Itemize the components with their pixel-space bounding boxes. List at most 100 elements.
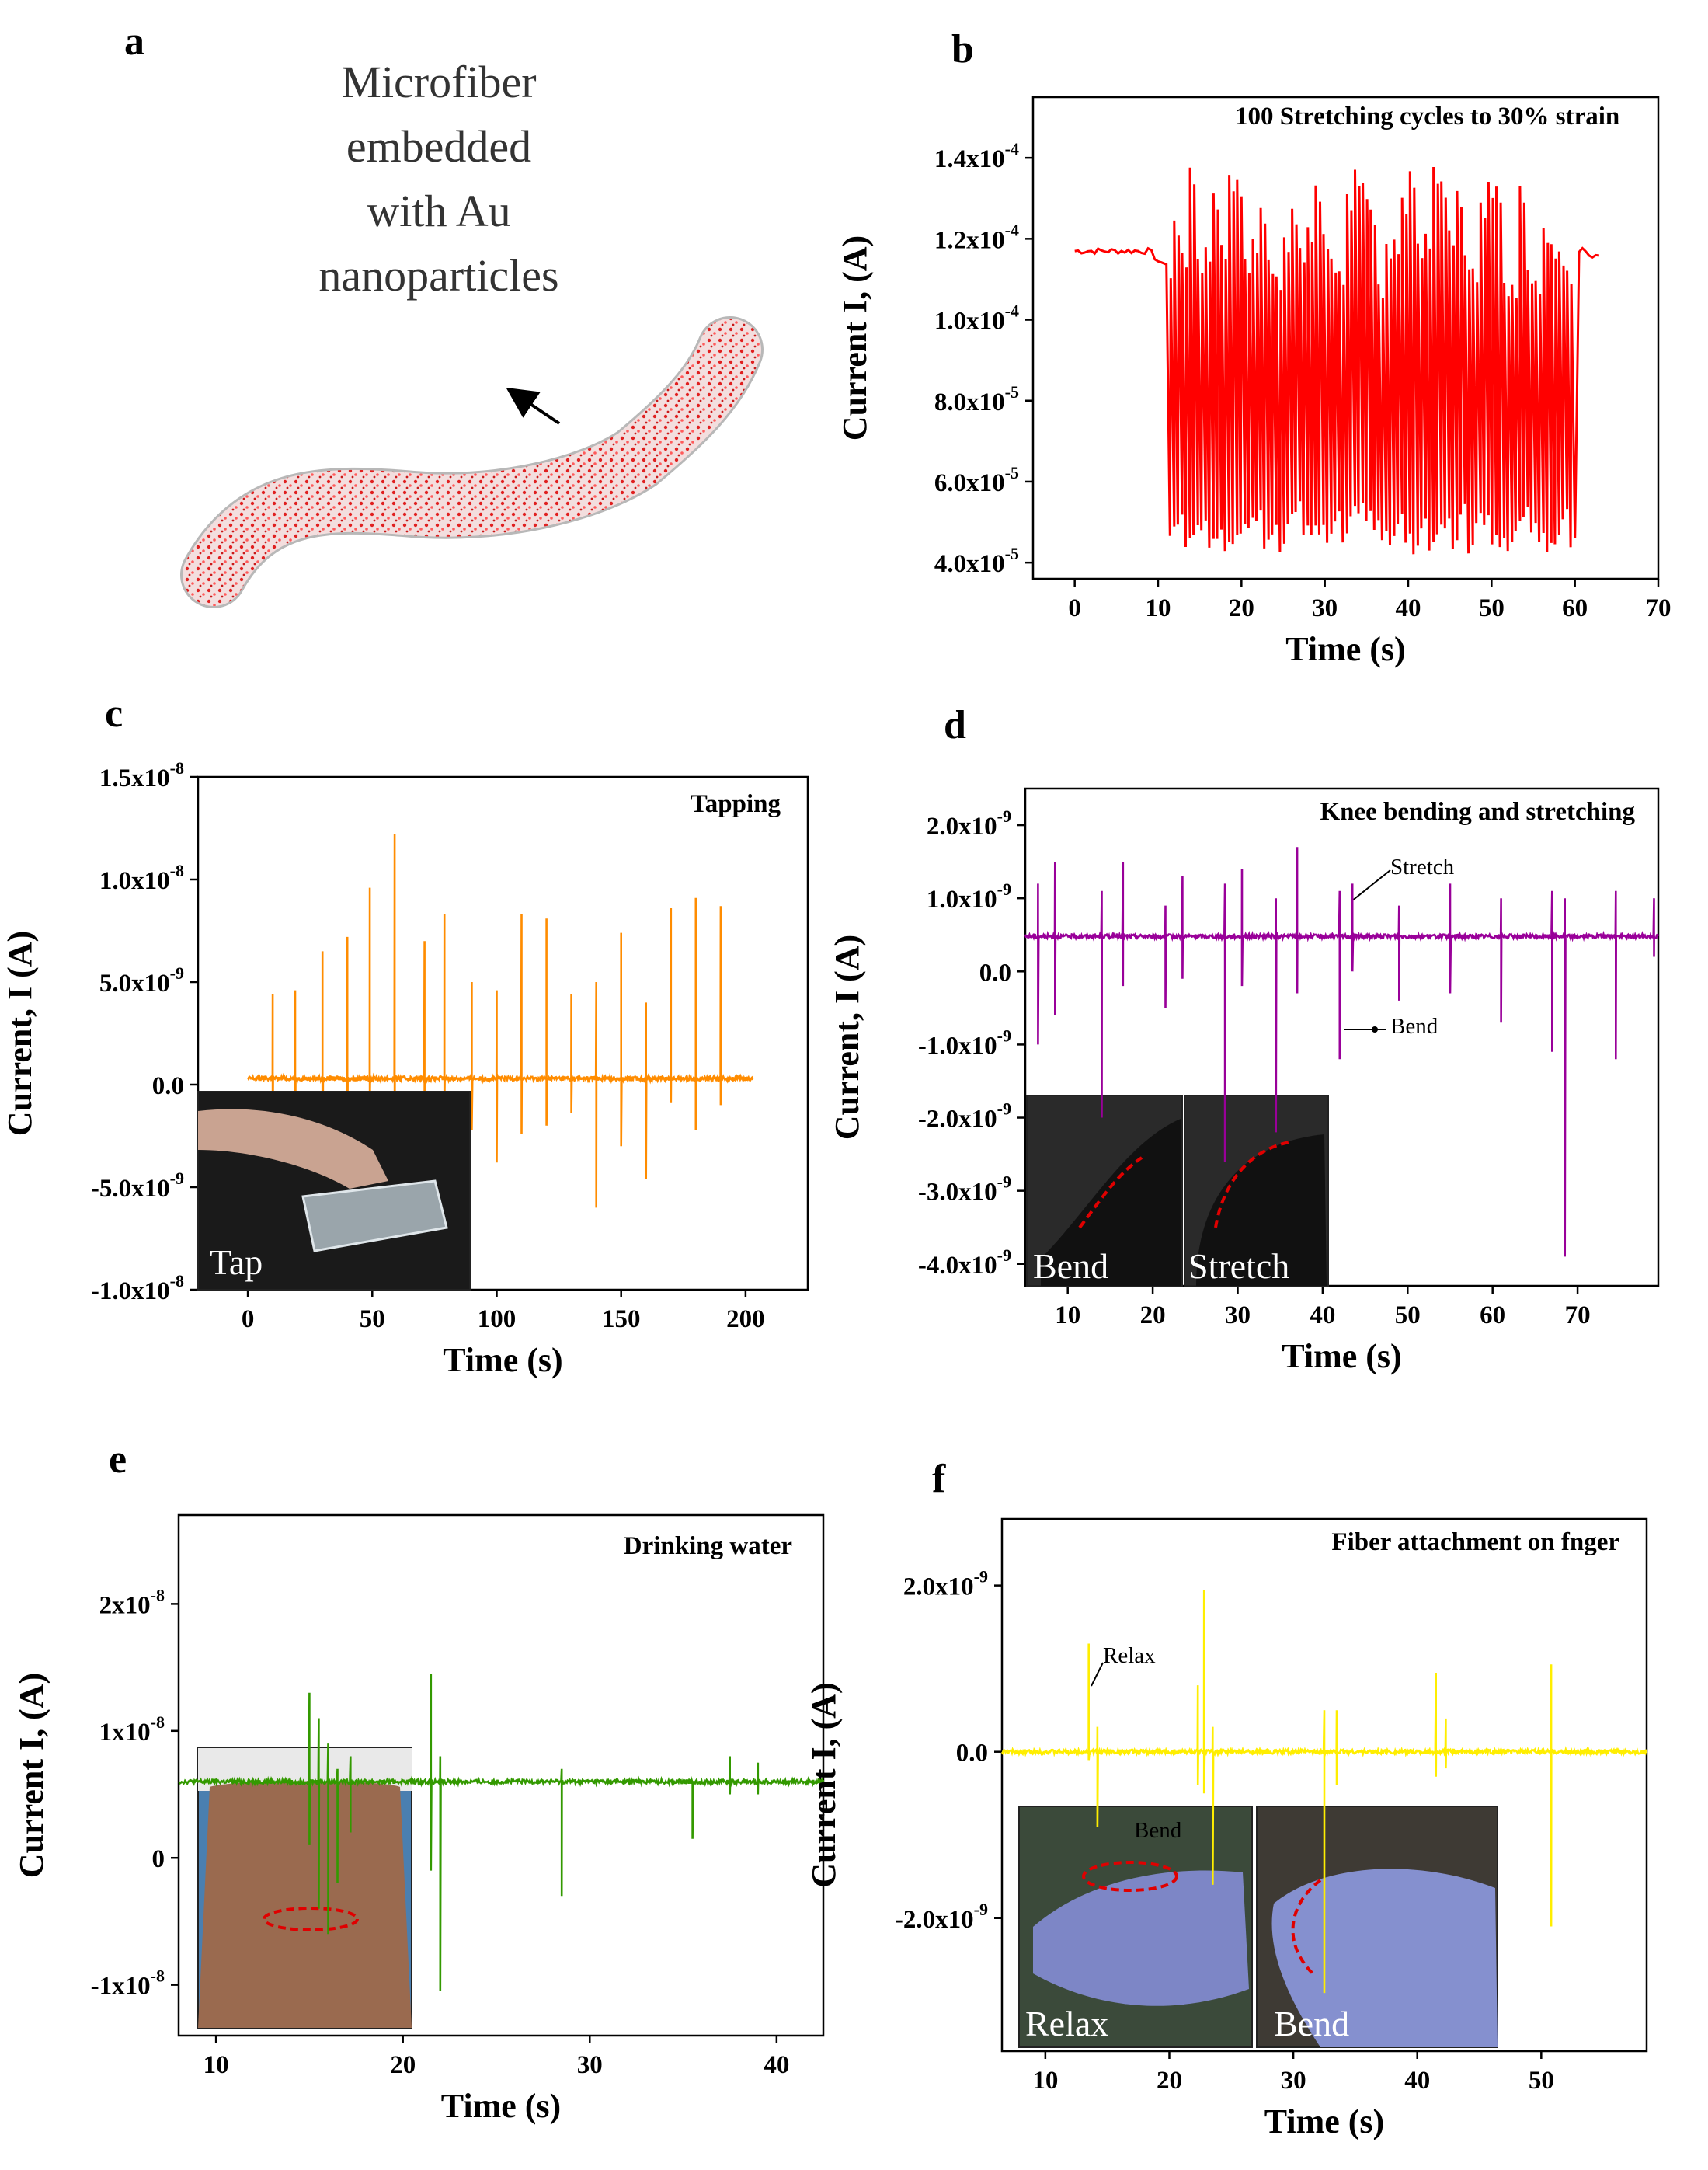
y-tick-mantissa: 8.0x10: [934, 388, 1005, 416]
y-tick-label-b: 1.2x10-4: [934, 220, 1019, 254]
y-tick-mantissa: 5.0x10: [99, 970, 170, 998]
y-tick-exponent: -9: [170, 963, 184, 983]
x-tick-label-b: 10: [1146, 594, 1171, 622]
annotation-bend-f: Bend: [1134, 1818, 1182, 1843]
inset-photo-tap: Tap: [197, 1091, 471, 1291]
y-tick-mantissa: 0.0: [956, 1740, 988, 1768]
plot-frame-c: [197, 775, 809, 1291]
x-tick-label-d: 10: [1055, 1301, 1080, 1329]
y-axis-label-f: Current I, (A): [805, 1682, 843, 1887]
x-tick-label-f: 30: [1281, 2067, 1306, 2095]
y-tick-exponent: -8: [151, 1712, 165, 1732]
panel-c-chart: 0 50 100 150 200-1.0x10-8-5.0x10-90.05.0x10-…: [1, 758, 809, 1379]
x-tick-label-c: 50: [360, 1305, 385, 1333]
x-tick-label-f: 10: [1032, 2067, 1058, 2095]
caption-line-3: with Au: [367, 186, 510, 236]
chart-title-b: 100 Stretching cycles to 30% strain: [1235, 103, 1619, 131]
y-tick-exponent: -5: [1005, 544, 1019, 563]
y-axis-label-d: Current, I (A): [828, 935, 866, 1140]
panel-label-b: b: [951, 27, 974, 71]
y-tick-mantissa: 2x10: [99, 1591, 151, 1619]
y-tick-label-c: 1.5x10-8: [99, 758, 184, 792]
x-tick-label-d: 70: [1565, 1301, 1591, 1329]
y-tick-mantissa: -1.0x10: [918, 1032, 997, 1060]
y-tick-exponent: -9: [997, 1172, 1011, 1192]
y-tick-label-c: 1.0x10-8: [99, 861, 184, 895]
panel-b-chart: 0 10 20 30 40 50 60 704.0x10-56.0x10-58.0x10-51…: [836, 96, 1671, 668]
y-tick-label-b: 4.0x10-5: [934, 544, 1019, 578]
y-tick-label-d: -2.0x10-9: [918, 1099, 1011, 1134]
caption-line-2: embedded: [346, 121, 531, 172]
panel-a: Microfiber embedded with Au nanoparticle…: [180, 57, 764, 608]
series-line-c: [246, 834, 754, 1235]
x-tick-label-c: 100: [478, 1305, 517, 1333]
microfiber-nanoparticles: [183, 319, 761, 606]
y-tick-exponent: -4: [1005, 301, 1019, 321]
chart-title-c: Tapping: [691, 790, 781, 818]
y-axis-label-b: Current I, (A): [836, 235, 874, 441]
x-axis-label-d: Time (s): [1282, 1337, 1401, 1375]
plot-frame-f: [1000, 1517, 1648, 2053]
plot-frame-b: [1031, 96, 1660, 580]
y-axis-label-e: Current I, (A): [12, 1673, 50, 1878]
x-tick-label-b: 0: [1068, 594, 1081, 622]
x-axis-label-c: Time (s): [443, 1341, 562, 1379]
y-tick-label-d: 1.0x10-9: [927, 879, 1011, 914]
y-tick-mantissa: -2.0x10: [918, 1106, 997, 1134]
neck-shape: [198, 1781, 412, 2028]
y-tick-label-d: -3.0x10-9: [918, 1172, 1011, 1207]
y-tick-exponent: -4: [1005, 139, 1019, 158]
y-tick-exponent: -9: [974, 1900, 988, 1919]
y-tick-label-f: -2.0x10-9: [895, 1900, 988, 1934]
y-tick-mantissa: 0.0: [979, 959, 1011, 987]
y-tick-exponent: -8: [151, 1966, 165, 1986]
x-tick-label-f: 40: [1404, 2067, 1430, 2095]
y-tick-mantissa: 4.0x10: [934, 550, 1005, 578]
inset-label-stretch: Stretch: [1188, 1246, 1289, 1286]
x-tick-label-b: 60: [1562, 594, 1588, 622]
y-tick-label-f: 2.0x10-9: [903, 1567, 988, 1601]
series-line-e: [178, 1674, 825, 1991]
y-tick-mantissa: 1.2x10: [934, 226, 1005, 254]
inset-photo-bend-f: Bend: [1256, 1806, 1498, 2048]
y-tick-exponent: -5: [1005, 463, 1019, 482]
y-tick-label-c: -5.0x10-9: [91, 1169, 184, 1203]
inset-label-bend-f: Bend: [1274, 2004, 1349, 2043]
x-tick-label-e: 20: [390, 2051, 416, 2079]
y-tick-mantissa: 2.0x10: [927, 813, 997, 841]
plot-frame-d: [1024, 787, 1660, 1287]
y-tick-mantissa: -2.0x10: [895, 1906, 974, 1934]
y-tick-label-d: -1.0x10-9: [918, 1026, 1011, 1060]
y-tick-mantissa: 1.0x10: [927, 886, 997, 914]
y-tick-mantissa: -1x10: [91, 1973, 151, 2001]
y-tick-mantissa: -3.0x10: [918, 1179, 997, 1207]
glove-shape-bend: [1271, 1869, 1498, 2047]
inset-photo-neck: [197, 1747, 412, 2029]
x-tick-label-c: 150: [602, 1305, 641, 1333]
y-tick-mantissa: 0.0: [152, 1072, 184, 1100]
y-tick-label-e: 0: [152, 1845, 165, 1873]
y-tick-label-d: 0.0: [979, 959, 1011, 987]
inset-label-bend: Bend: [1033, 1246, 1108, 1286]
x-tick-label-d: 50: [1395, 1301, 1421, 1329]
y-tick-exponent: -9: [170, 1169, 184, 1188]
inset-label-relax: Relax: [1025, 2004, 1108, 2043]
y-tick-label-b: 1.4x10-4: [934, 139, 1019, 173]
x-tick-label-e: 30: [577, 2051, 603, 2079]
y-tick-exponent: -8: [170, 1271, 184, 1291]
y-tick-label-b: 8.0x10-5: [934, 382, 1019, 416]
panel-label-f: f: [932, 1457, 946, 1501]
y-tick-mantissa: 1.5x10: [99, 765, 170, 792]
series-line-b: [1074, 166, 1599, 555]
y-tick-exponent: -8: [170, 861, 184, 880]
x-tick-label-f: 50: [1529, 2067, 1554, 2095]
annotation-stretch: Stretch: [1390, 855, 1455, 879]
fiber-outline-stretch: [1214, 1141, 1290, 1228]
y-tick-mantissa: 1x10: [99, 1719, 151, 1747]
y-tick-exponent: -5: [1005, 382, 1019, 402]
y-tick-label-d: -4.0x10-9: [918, 1245, 1011, 1280]
x-tick-label-d: 20: [1140, 1301, 1166, 1329]
